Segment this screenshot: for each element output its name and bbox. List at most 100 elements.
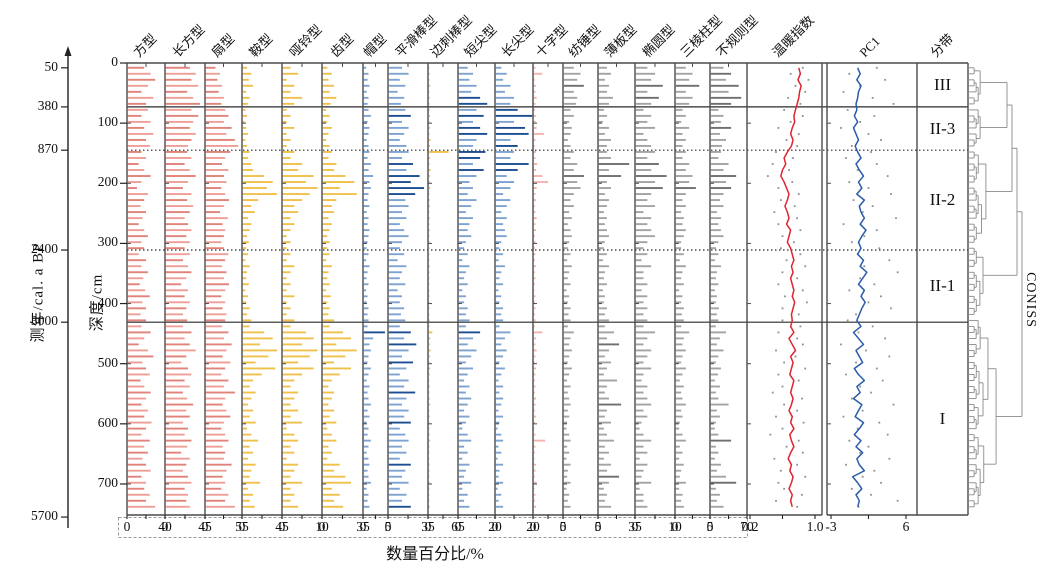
bar — [495, 343, 502, 346]
bar — [533, 361, 535, 364]
scatter-dot — [799, 102, 802, 105]
bar — [165, 235, 187, 238]
bar — [282, 331, 306, 334]
bar — [242, 409, 254, 412]
bar — [388, 463, 411, 466]
bar — [598, 205, 607, 208]
bar — [635, 84, 663, 87]
scatter-dot — [797, 133, 800, 135]
bar — [598, 223, 605, 226]
bar — [495, 181, 515, 183]
bar — [598, 463, 611, 466]
bar — [533, 313, 535, 316]
bar — [533, 259, 535, 262]
bar — [363, 102, 368, 105]
bar — [388, 96, 405, 99]
bar — [635, 289, 642, 292]
bar — [563, 193, 574, 196]
bar — [458, 90, 472, 93]
bar — [563, 235, 572, 238]
bar — [322, 72, 332, 75]
scatter-dot — [888, 457, 891, 460]
scatter-dot — [771, 391, 774, 394]
bar — [563, 114, 574, 117]
curve-warm_index — [766, 66, 810, 508]
bar — [495, 144, 518, 147]
bar — [710, 187, 732, 189]
bar — [428, 379, 430, 382]
bar — [635, 331, 656, 334]
bar — [282, 367, 314, 370]
bar — [710, 223, 719, 226]
bar — [428, 193, 430, 196]
bar — [635, 451, 648, 454]
bar — [165, 217, 185, 220]
bar — [282, 355, 310, 358]
bar — [127, 349, 148, 352]
bar — [428, 144, 431, 147]
bar — [127, 433, 142, 436]
bar — [127, 295, 150, 298]
bar — [127, 397, 147, 400]
bar — [458, 102, 488, 105]
bar — [282, 217, 291, 220]
bar — [563, 361, 568, 364]
bar — [388, 151, 409, 153]
bar — [710, 205, 724, 208]
bar — [563, 343, 570, 346]
bar — [205, 78, 218, 81]
bar — [598, 295, 605, 298]
bar — [205, 223, 223, 226]
bar — [205, 307, 223, 310]
bar — [363, 475, 369, 478]
bar — [495, 175, 507, 177]
bar — [282, 108, 287, 111]
bar — [598, 144, 607, 147]
bar — [495, 475, 499, 478]
scatter-dot — [775, 415, 777, 418]
scatter-dot — [840, 127, 842, 129]
bar — [242, 499, 250, 502]
bar — [598, 457, 604, 460]
bar — [458, 241, 466, 244]
bar — [533, 463, 537, 466]
bar — [675, 193, 686, 196]
scatter-dot — [848, 72, 851, 75]
bar — [388, 271, 402, 274]
bar — [598, 433, 607, 436]
bar — [495, 138, 511, 141]
bar — [710, 475, 727, 478]
scatter-dot — [880, 295, 882, 298]
bar — [282, 72, 299, 75]
bar — [388, 114, 411, 117]
bar — [363, 355, 369, 358]
scatter-dot — [801, 66, 804, 69]
bar — [127, 163, 139, 165]
bar — [710, 427, 715, 430]
bar — [165, 487, 185, 490]
bar — [675, 223, 683, 226]
scale-label-box — [118, 517, 748, 538]
bar — [322, 433, 332, 436]
bar — [363, 295, 368, 298]
bar — [428, 187, 431, 189]
bar — [322, 217, 329, 220]
bar — [242, 295, 248, 298]
bar — [165, 157, 192, 159]
bar — [675, 163, 690, 165]
bar — [533, 469, 536, 472]
bar — [495, 409, 499, 412]
bar — [322, 181, 355, 183]
bar — [322, 505, 344, 508]
bar — [428, 199, 430, 202]
bar — [563, 313, 569, 316]
bar — [205, 361, 231, 364]
bar — [388, 169, 407, 171]
bar — [428, 355, 430, 358]
bar — [282, 247, 287, 250]
bar — [242, 175, 265, 177]
bar — [165, 361, 182, 364]
bar — [533, 84, 537, 87]
bar — [495, 199, 511, 202]
bar — [428, 211, 430, 214]
